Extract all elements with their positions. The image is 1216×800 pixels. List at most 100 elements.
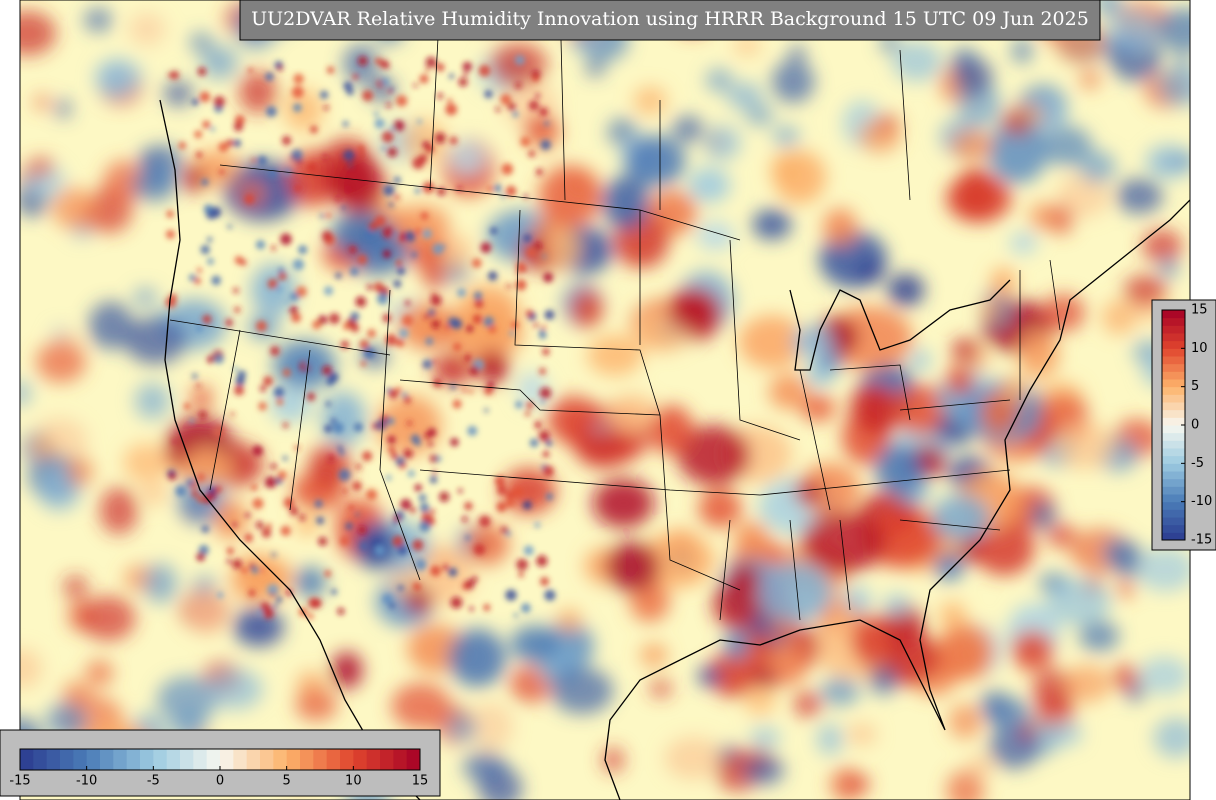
field-blob [771,60,815,104]
field-speck [542,450,550,458]
field-speck [422,359,433,370]
field-blob [987,119,1048,184]
field-speck [199,91,211,103]
field-speck [260,567,265,573]
field-speck [293,73,304,85]
field-blob [332,155,386,214]
field-speck [245,512,250,518]
field-speck [168,472,176,481]
field-speck [443,324,450,330]
field-speck [493,184,502,193]
field-blob [80,595,136,641]
field-speck [210,126,215,132]
field-speck [541,324,547,330]
field-speck [514,82,522,89]
field-speck [227,224,232,229]
field-blob [283,88,324,132]
field-speck [383,184,395,196]
field-blob [823,208,858,246]
colorbar-tick-label: 0 [1191,418,1199,433]
field-blob [186,589,229,635]
field-blob [448,628,507,687]
field-speck [195,151,203,159]
field-speck [240,259,247,266]
field-blob [1010,232,1037,254]
field-speck [535,168,543,176]
field-speck [505,498,516,508]
field-blob [844,586,872,615]
field-blob [869,665,898,696]
field-speck [192,373,198,379]
field-blob [733,35,762,56]
field-speck [413,83,418,88]
colorbar-swatch [1162,471,1185,480]
field-blob [649,679,672,698]
colorbar-swatch [1162,501,1185,510]
field-blob [557,608,581,633]
field-speck [196,472,206,482]
field-speck [212,425,225,437]
field-blob [846,774,871,795]
field-blob [698,488,742,528]
field-speck [324,424,333,433]
field-speck [335,196,341,202]
field-blob [793,691,822,718]
field-speck [403,448,413,459]
field-blob [672,115,704,143]
field-blob [463,751,508,784]
field-speck [293,103,302,112]
field-blob [543,228,581,268]
field-blob [1011,630,1054,671]
field-speck [183,402,191,410]
field-speck [348,163,353,168]
field-speck [429,509,435,515]
field-speck [437,187,446,196]
field-speck [473,291,483,301]
field-speck [463,71,468,77]
field-speck [483,316,494,327]
colorbar-swatch [206,749,221,770]
boundaries [159,99,1190,800]
field-speck [261,527,272,538]
field-blob [1138,656,1190,695]
field-speck [445,103,458,116]
field-speck [327,455,335,463]
colorbar-swatch [1162,425,1185,434]
field-speck [430,565,441,577]
field-speck [441,244,446,249]
field-speck [414,188,421,194]
field-speck [383,61,390,69]
field-speck [464,501,473,511]
field-speck [214,354,224,364]
field-speck [410,434,420,444]
field-speck [529,438,539,448]
field-speck [323,286,334,296]
field-blob [20,648,42,689]
field-speck [368,222,378,231]
colorbar-tick-label: -15 [9,774,30,789]
field-blob [401,119,448,163]
field-blob [817,350,843,374]
field-blob [939,601,966,630]
field-speck [355,463,362,470]
field-speck [226,558,232,564]
field-speck [397,584,404,591]
field-speck [540,399,545,404]
field-blob [1063,664,1111,703]
colorbar-swatch [1162,340,1185,349]
colorbar-swatch [1162,317,1185,326]
field-blob [624,135,686,187]
field-speck [526,247,537,258]
field-speck [213,95,226,108]
field-blob [45,702,87,739]
colorbar-tick-label: -10 [1191,494,1212,509]
field-speck [393,279,402,288]
field-speck [528,100,539,111]
field-blob [52,186,96,230]
field-speck [524,410,531,417]
field-blob [85,659,114,687]
field-speck [395,338,405,348]
field-blob [63,575,88,598]
